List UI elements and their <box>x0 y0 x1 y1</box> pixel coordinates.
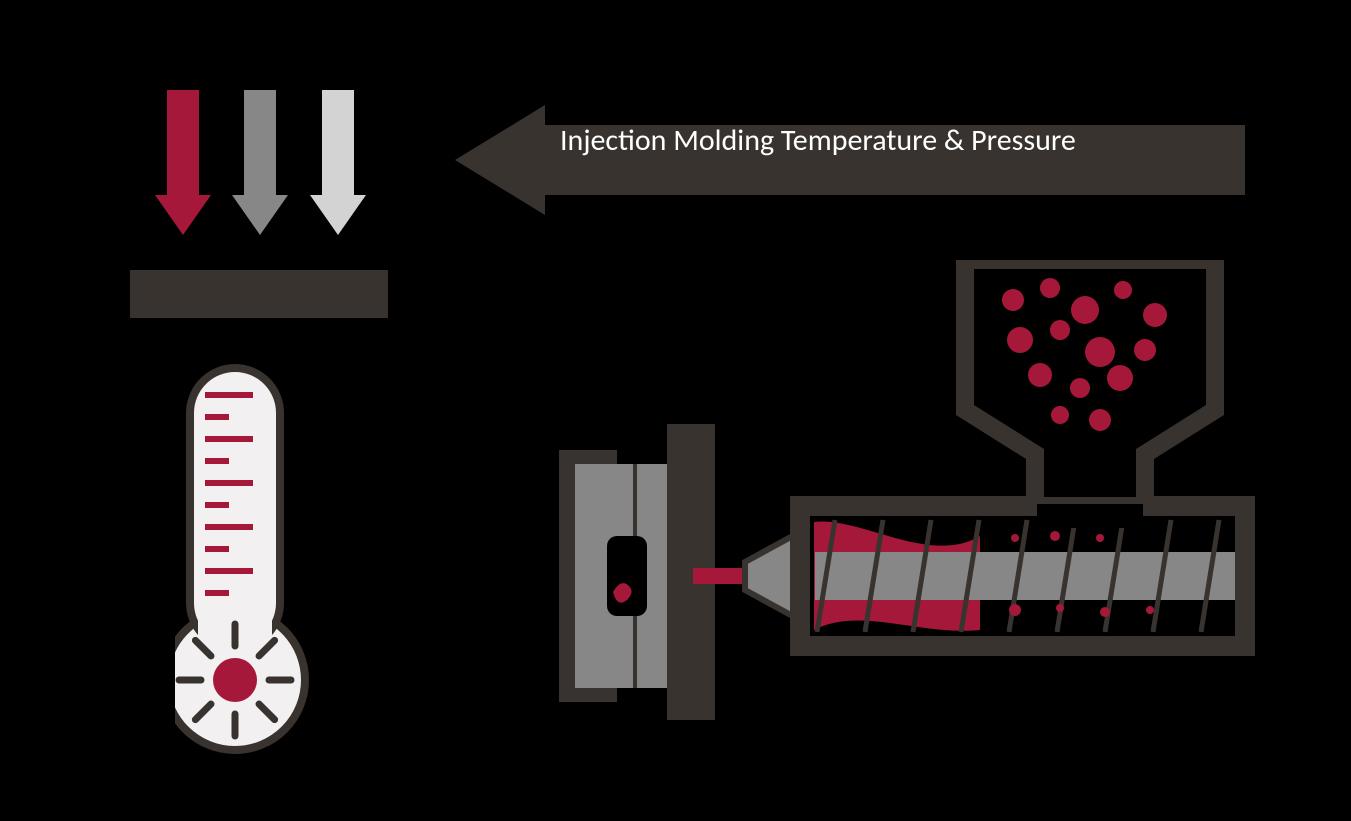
thermometer-icon <box>175 360 395 780</box>
injection-machine-icon <box>545 260 1305 720</box>
